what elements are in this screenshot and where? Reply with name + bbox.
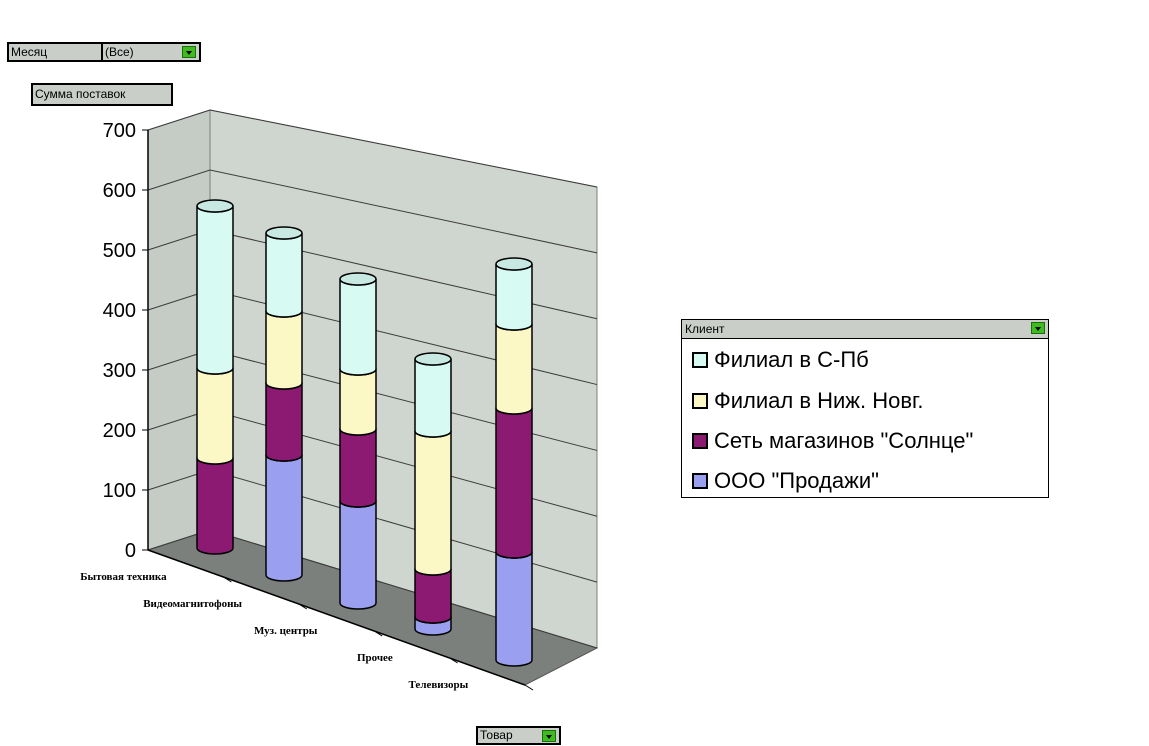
legend-swatch: [692, 393, 708, 409]
legend-item: Сеть магазинов "Солнце": [692, 426, 973, 456]
page-field-month[interactable]: Месяц (Все): [7, 42, 201, 62]
bar-segment: [339, 500, 377, 610]
legend: Клиент Филиал в С-Пб Филиал в Ниж. Новг.…: [681, 319, 1049, 498]
legend-label: Филиал в Ниж. Новг.: [714, 388, 924, 413]
legend-swatch: [692, 433, 708, 449]
gridline: [147, 169, 598, 254]
y-tick-label: 700: [103, 120, 136, 142]
x-tick-label: Муз. центры: [254, 625, 318, 637]
bar-segment-top: [414, 352, 452, 366]
x-tick-label: Бытовая техника: [80, 571, 167, 583]
legend-label: Сеть магазинов "Солнце": [714, 428, 974, 453]
y-tick-label: 100: [103, 480, 136, 502]
x-tick-mark: [524, 684, 534, 691]
bar-segment-top: [196, 199, 234, 213]
bar-segment: [495, 263, 533, 331]
x-tick-mark: [373, 630, 383, 637]
bar-segment: [339, 278, 377, 376]
page-field-value[interactable]: (Все): [103, 42, 201, 62]
x-tick-label: Видеомагнитофоны: [143, 598, 242, 610]
legend-swatch: [692, 352, 708, 368]
x-tick-mark: [298, 603, 308, 610]
legend-item: Филиал в Ниж. Новг.: [692, 386, 924, 416]
dropdown-arrow-icon[interactable]: [542, 730, 556, 742]
bar-segment: [265, 232, 303, 318]
legend-item: ООО "Продажи": [692, 466, 879, 496]
data-field-button[interactable]: Сумма поставок: [31, 83, 173, 106]
bar-segment: [495, 323, 533, 415]
y-tick-label: 0: [125, 540, 136, 562]
bar-segment: [196, 205, 234, 375]
gridline: [147, 109, 598, 188]
legend-item: Филиал в С-Пб: [692, 345, 869, 375]
series-field-button[interactable]: Клиент: [682, 320, 1048, 339]
x-tick-mark: [223, 576, 232, 583]
bar-segment: [196, 457, 234, 555]
page-field-label: Месяц: [7, 42, 103, 62]
bar-segment: [414, 568, 452, 624]
legend-label: Филиал в С-Пб: [714, 347, 869, 372]
bar-segment-top: [339, 272, 377, 286]
bar-segment-top: [495, 257, 533, 271]
dropdown-arrow-icon[interactable]: [1031, 322, 1045, 334]
x-axis: [147, 549, 526, 686]
legend-label: ООО "Продажи": [714, 468, 879, 493]
page-field-value-text: (Все): [105, 45, 134, 59]
bar-segment: [495, 407, 533, 559]
bar-segment: [495, 551, 533, 667]
bar-segment: [339, 368, 377, 436]
legend-swatch: [692, 473, 708, 489]
bar-segment: [265, 454, 303, 582]
x-tick-label: Телевизоры: [409, 679, 469, 691]
y-tick-label: 300: [103, 360, 136, 382]
y-tick-label: 500: [103, 240, 136, 262]
x-tick-mark: [449, 657, 458, 664]
bar-segment: [265, 310, 303, 390]
y-tick-label: 400: [103, 300, 136, 322]
bar-segment: [414, 430, 452, 576]
bar-segment: [414, 358, 452, 438]
bar-segment: [265, 382, 303, 462]
y-tick-label: 600: [103, 180, 136, 202]
dropdown-arrow-icon[interactable]: [182, 46, 196, 58]
bar-segment-top: [265, 226, 303, 240]
y-tick-label: 200: [103, 420, 136, 442]
x-tick-label: Прочее: [357, 652, 393, 664]
series-field-label: Клиент: [685, 322, 725, 336]
bar-segment: [196, 367, 234, 465]
bar-segment: [339, 428, 377, 508]
category-field-button[interactable]: Товар: [476, 726, 561, 745]
category-field-label: Товар: [480, 728, 513, 742]
